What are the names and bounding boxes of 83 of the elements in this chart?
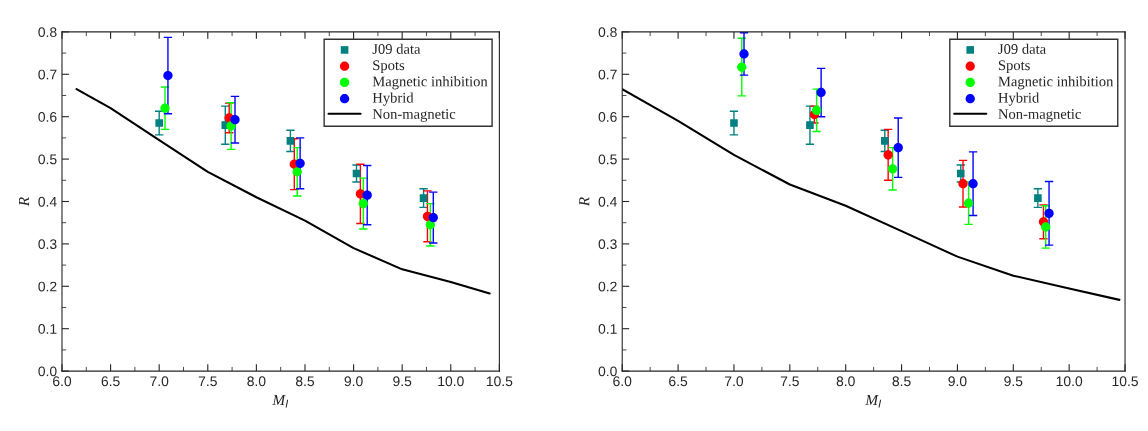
point [358,198,368,209]
y-tick-label: 0.2 [38,281,57,292]
x-axis-title: M$_{I}$ [272,394,289,408]
point [295,158,305,168]
x-axis-title: M$_{I}$ [865,394,882,408]
legend-label: Magnetic inhibition [998,76,1114,90]
y-tick-label: 0.6 [38,112,57,122]
y-tick-label: 0.1 [38,324,57,334]
y-tick-label: 0.4 [598,196,617,207]
x-tick-label: 7.5 [780,376,799,387]
y-tick-label: 0.1 [598,324,617,334]
legend-label: Non-magnetic [998,109,1081,122]
y-tick-label: 0.6 [598,112,617,122]
y-axis-title: R [579,197,590,207]
x-tick-label: 10.0 [438,376,464,387]
point [739,49,749,59]
x-tick-label: 9.0 [344,376,363,387]
y-tick-label: 0.3 [38,239,57,250]
x-tick-label: 6.5 [101,376,120,387]
point [816,87,826,98]
point [230,115,240,125]
point [1041,222,1051,232]
y-tick-label: 0.4 [38,196,57,207]
x-tick-label: 8.0 [247,376,266,387]
point [419,194,428,202]
point [968,179,978,189]
x-tick-label: 7.0 [150,376,169,387]
point [963,198,974,208]
x-tick-label: 10.5 [486,376,513,387]
point [428,212,438,223]
point [1044,208,1054,219]
point [1034,194,1042,202]
y-tick-label: 0.0 [598,366,617,377]
legend-label: Hybrid [998,92,1040,106]
legend-label: J09 data [372,43,421,54]
y-tick-label: 0.8 [38,27,57,38]
legend-label: J09 data [998,43,1046,54]
point [887,164,898,174]
point [160,103,170,113]
point [730,119,738,127]
x-tick-label: 7.0 [725,376,744,387]
legend-label: Spots [373,60,405,74]
x-tick-label: 10.0 [1056,376,1083,387]
point [958,179,968,189]
y-tick-label: 0.2 [598,281,617,292]
y-tick-label: 0.8 [598,27,617,38]
x-tick-label: 6.0 [613,376,632,387]
x-tick-label: 6.5 [669,376,688,387]
x-tick-label: 6.0 [53,376,72,387]
point [286,137,295,145]
x-tick-label: 10.5 [1112,376,1138,387]
point [737,62,747,72]
point [425,220,436,230]
point [806,121,814,129]
y-tick-label: 0.0 [38,366,57,377]
x-tick-label: 9.0 [948,376,967,387]
point [883,150,893,160]
point [362,190,372,200]
x-tick-label: 7.5 [198,376,217,387]
x-tick-label: 8.5 [295,376,315,387]
legend-label: Magnetic inhibition [372,76,488,90]
y-tick-label: 0.5 [598,154,617,165]
point [155,119,163,127]
y-tick-label: 0.3 [598,239,617,250]
point [881,137,889,145]
x-tick-label: 8.0 [836,376,855,387]
x-tick-label: 9.5 [393,376,412,387]
x-tick-label: 9.5 [1004,376,1023,387]
legend-label: Hybrid [372,92,414,106]
line-series [75,88,491,295]
y-tick-label: 0.7 [38,69,57,80]
line-series [622,88,1121,301]
y-axis-title: R [19,197,30,207]
x-tick-label: 8.5 [892,376,911,387]
point [956,169,965,178]
y-tick-label: 0.7 [598,69,617,80]
point [292,167,302,177]
legend-label: Spots [998,60,1030,74]
point [893,142,903,153]
y-tick-label: 0.5 [38,154,57,165]
point [811,105,822,115]
legend-label: Non-magnetic [372,109,456,122]
point [163,70,173,81]
